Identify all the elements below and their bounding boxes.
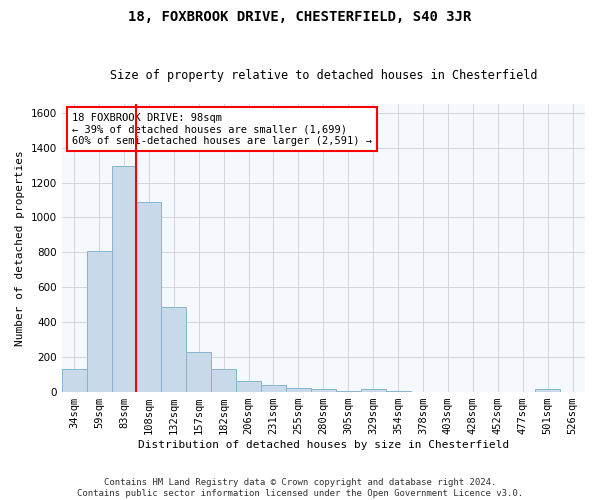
Y-axis label: Number of detached properties: Number of detached properties — [15, 150, 25, 346]
Bar — [386, 391, 410, 392]
Text: 18 FOXBROOK DRIVE: 98sqm
← 39% of detached houses are smaller (1,699)
60% of sem: 18 FOXBROOK DRIVE: 98sqm ← 39% of detach… — [72, 112, 372, 146]
Bar — [236, 380, 261, 392]
Bar — [161, 306, 186, 392]
Bar — [286, 388, 311, 392]
Text: 18, FOXBROOK DRIVE, CHESTERFIELD, S40 3JR: 18, FOXBROOK DRIVE, CHESTERFIELD, S40 3J… — [128, 10, 472, 24]
Bar — [186, 352, 211, 392]
Bar — [535, 390, 560, 392]
Bar — [86, 250, 112, 392]
Bar — [336, 391, 361, 392]
Bar — [136, 202, 161, 392]
Bar — [62, 368, 86, 392]
Title: Size of property relative to detached houses in Chesterfield: Size of property relative to detached ho… — [110, 69, 537, 82]
Bar — [211, 370, 236, 392]
Bar — [361, 390, 386, 392]
Bar — [112, 166, 136, 392]
X-axis label: Distribution of detached houses by size in Chesterfield: Distribution of detached houses by size … — [138, 440, 509, 450]
Bar — [261, 385, 286, 392]
Bar — [311, 390, 336, 392]
Text: Contains HM Land Registry data © Crown copyright and database right 2024.
Contai: Contains HM Land Registry data © Crown c… — [77, 478, 523, 498]
